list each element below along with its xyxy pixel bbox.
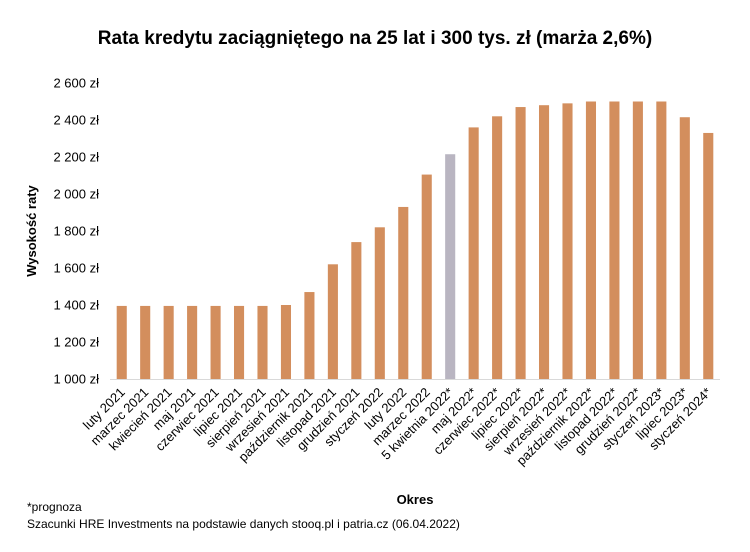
y-tick-label: 2 200 zł [53,150,99,165]
bar [398,206,409,379]
bar [515,107,526,380]
bar [374,227,385,379]
y-tick-label: 1 800 zł [53,224,99,239]
bar [233,305,245,379]
bar [187,305,198,379]
bar [163,305,174,379]
bar [210,305,221,379]
y-axis-title: Wysokość raty [24,184,39,276]
y-axis-ticks: 1 000 zł 1 200 zł 1 400 zł 1 600 zł 1 800 zł… [53,76,99,387]
y-tick-label: 1 200 zł [53,335,99,350]
bar [304,292,315,379]
bar [679,117,690,379]
source-note: Szacunki HRE Investments na podstawie da… [27,517,460,531]
y-tick-label: 2 600 zł [53,76,99,91]
bars [116,101,714,380]
y-tick-label: 1 400 zł [53,298,99,313]
bar [351,242,362,379]
y-tick-label: 2 000 zł [53,187,99,202]
bar [656,101,667,379]
bar [538,105,550,379]
bar [562,103,573,379]
y-tick-label: 1 000 zł [53,372,99,387]
bar [280,305,292,379]
bar [421,174,432,379]
bar [116,305,127,379]
bar [257,305,268,379]
bar [585,101,597,379]
bar [632,101,643,379]
x-axis-title: Okres [397,492,434,507]
bar [445,154,456,379]
bar [703,132,714,379]
bar [468,127,479,380]
bar [327,264,338,379]
chart-title: Rata kredytu zaciągniętego na 25 lat i 3… [97,28,653,49]
y-tick-label: 1 600 zł [53,261,99,276]
footnote: *prognoza [27,500,82,514]
bar [609,101,620,379]
bar [492,116,503,380]
bar [140,305,151,379]
y-tick-label: 2 400 zł [53,113,99,128]
